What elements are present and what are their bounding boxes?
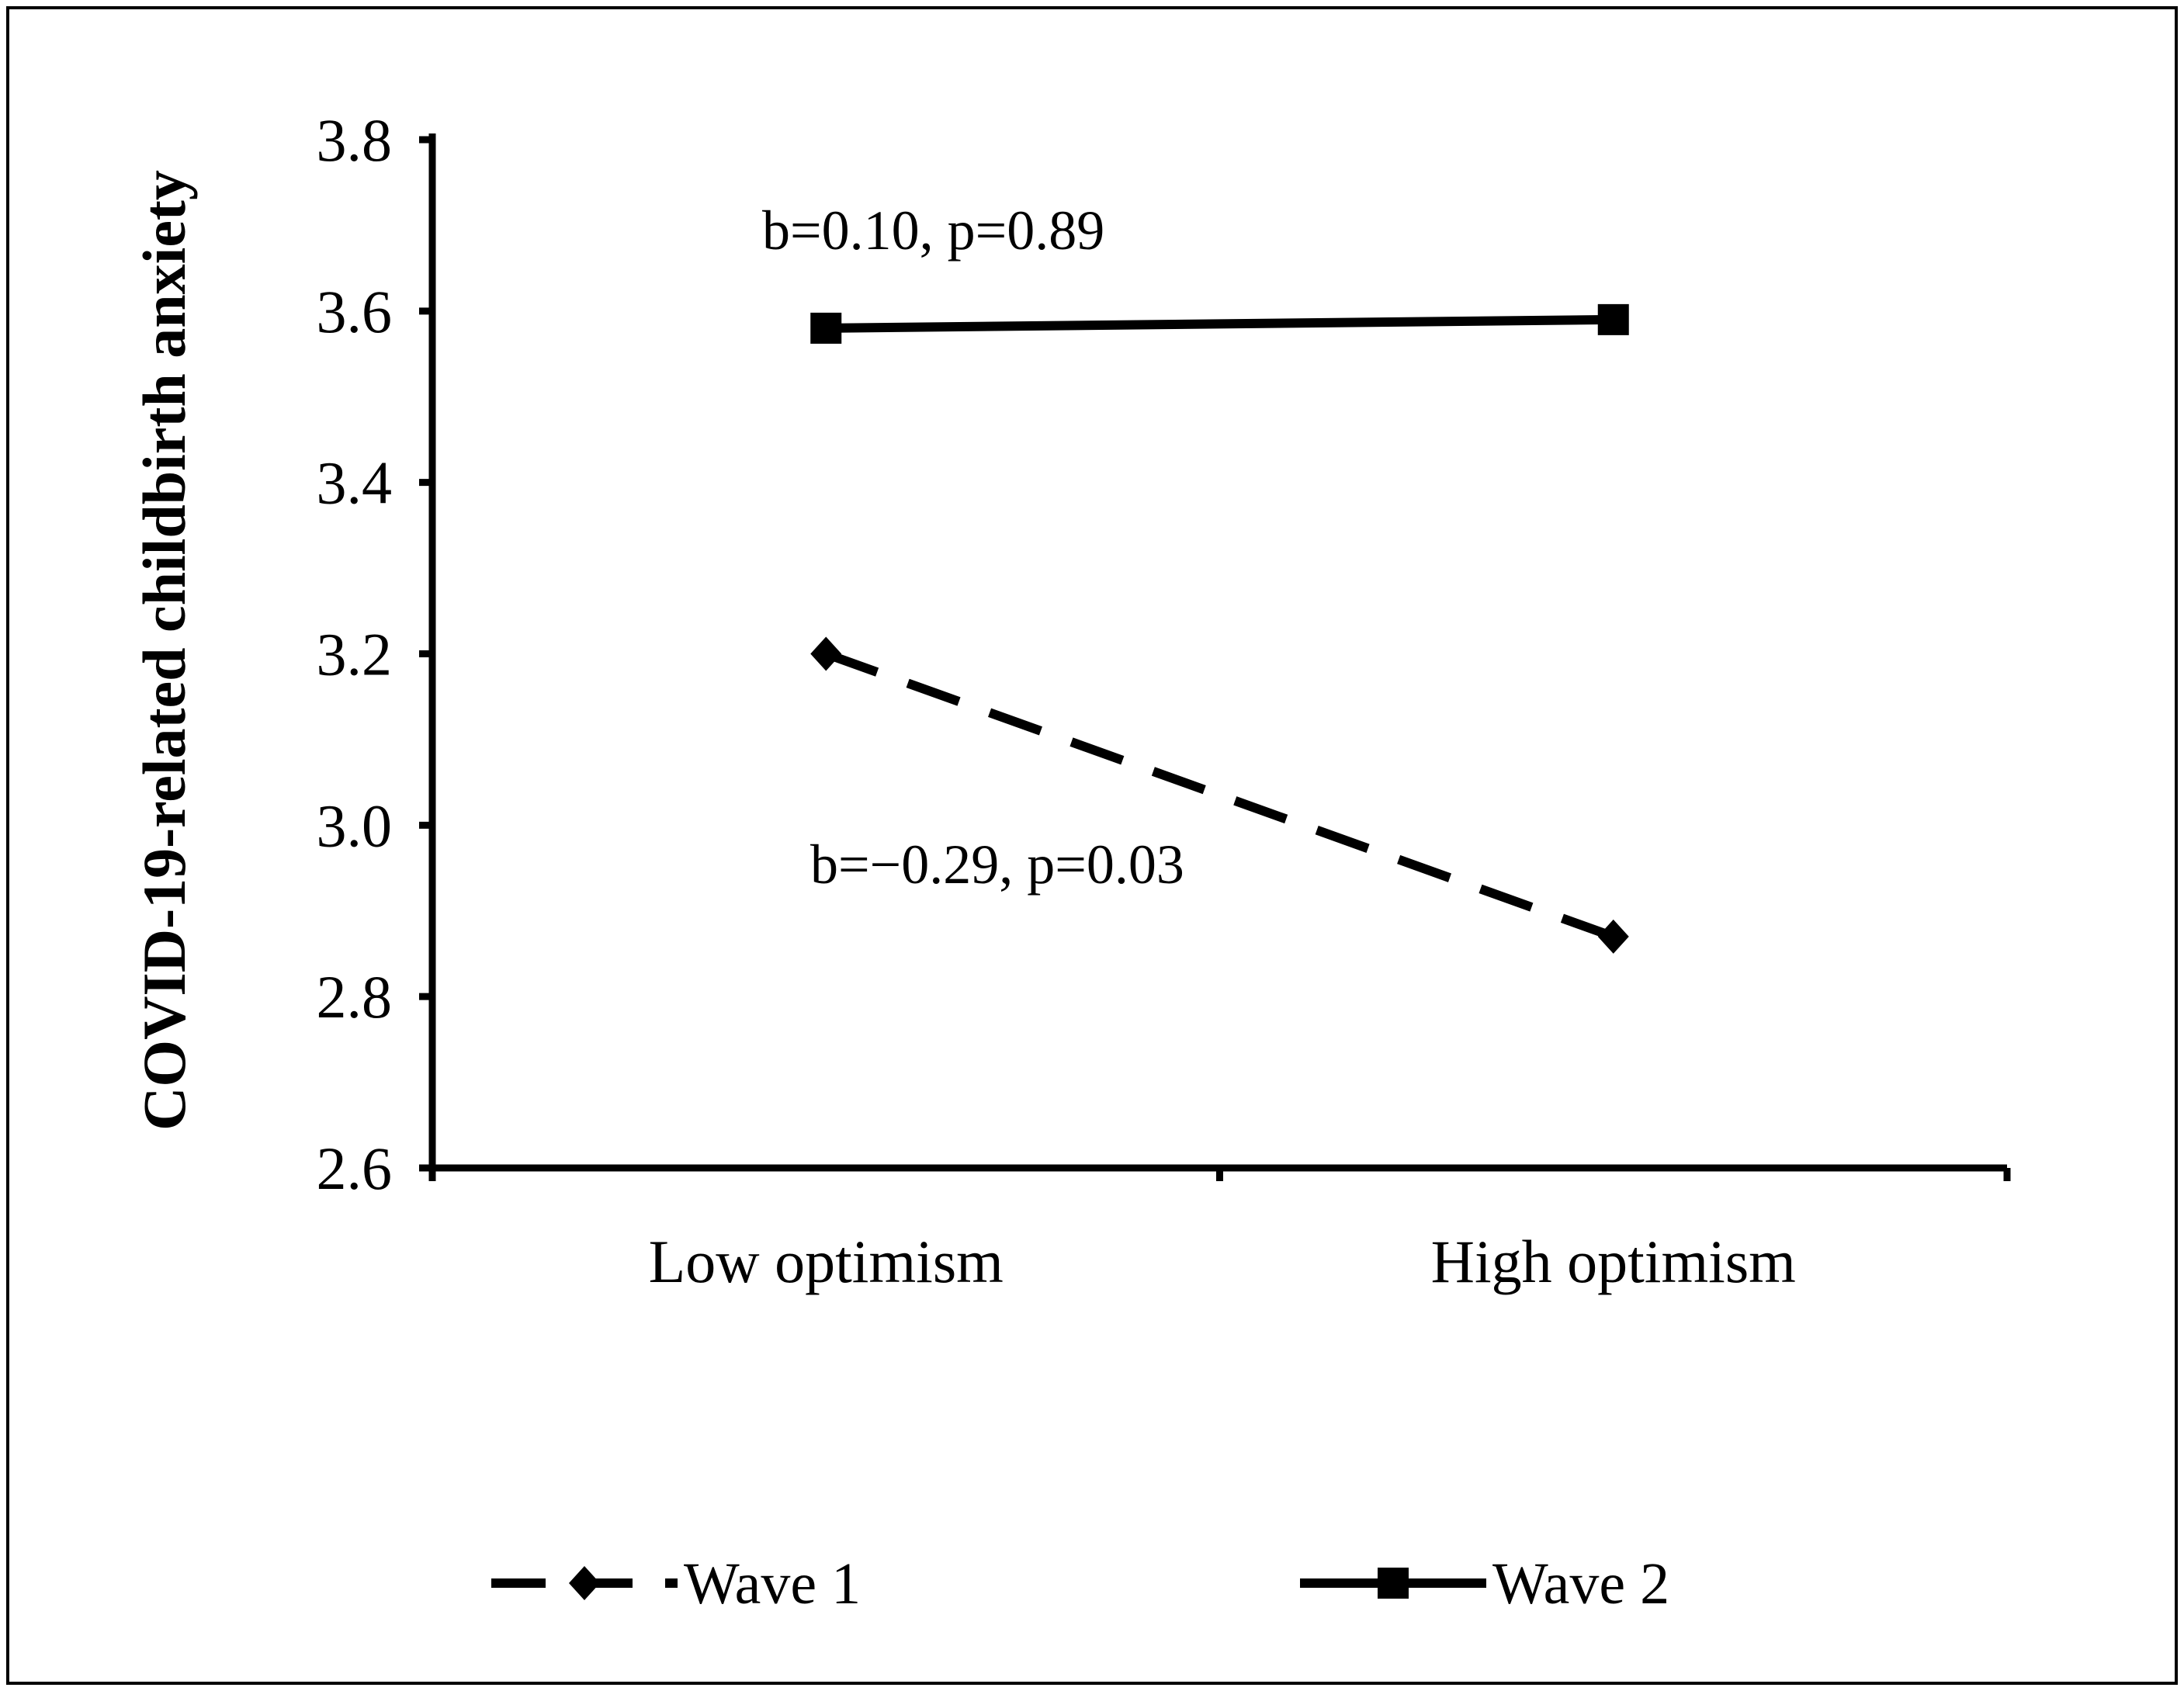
y-ticks: 2.6 2.8 3.0 3.2 3.4 3.6 3.8	[317, 106, 432, 1202]
series-wave-2	[810, 303, 1629, 344]
x-category-label: High optimism	[1431, 1228, 1796, 1295]
series-line-wave-2	[826, 314, 1614, 333]
y-tick-label: 2.8	[317, 963, 393, 1031]
legend-label: Wave 1	[684, 1551, 861, 1616]
x-ticks: Low optimism High optimism	[428, 1168, 2011, 1295]
y-tick-label: 3.8	[317, 106, 393, 174]
annotation-wave-1: b=−0.29, p=0.03	[810, 833, 1184, 896]
x-category-label: Low optimism	[649, 1228, 1004, 1295]
legend: Wave 1 Wave 2	[491, 1551, 1669, 1616]
annotation-wave-2: b=0.10, p=0.89	[762, 199, 1104, 262]
legend-marker	[569, 1566, 600, 1600]
series-wave-1	[810, 636, 1629, 954]
data-point-wave-1	[1597, 919, 1629, 954]
y-tick-label: 2.6	[317, 1135, 393, 1202]
legend-label: Wave 2	[1492, 1551, 1669, 1616]
y-tick-label: 3.4	[317, 449, 393, 517]
legend-item-wave-2: Wave 2	[1300, 1551, 1669, 1616]
y-axis-label: COVID-19-related childbirth anxiety	[130, 170, 198, 1131]
legend-marker	[1378, 1568, 1409, 1599]
y-tick-label: 3.6	[317, 278, 393, 345]
series	[810, 303, 1629, 954]
data-point-wave-2	[810, 312, 842, 344]
data-point-wave-1	[810, 636, 842, 671]
legend-item-wave-1: Wave 1	[491, 1551, 861, 1616]
y-tick-label: 3.2	[317, 621, 393, 688]
chart-frame	[6, 6, 2178, 1685]
series-line-wave-1	[824, 649, 1615, 941]
data-point-wave-2	[1597, 303, 1629, 335]
y-tick-label: 3.0	[317, 792, 393, 859]
